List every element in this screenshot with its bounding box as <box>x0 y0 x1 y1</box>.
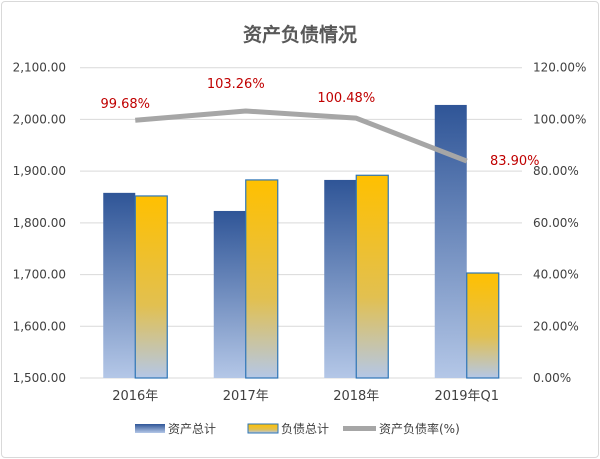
bar-assets <box>103 192 136 378</box>
right-axis-tick: 120.00% <box>533 61 586 75</box>
bar-liabilities <box>245 179 279 379</box>
data-label: 100.48% <box>317 91 375 106</box>
right-axis-tick: 20.00% <box>533 319 579 333</box>
right-axis-tick: 40.00% <box>533 268 579 282</box>
bar-assets <box>434 104 467 378</box>
category-label: 2018年 <box>333 389 379 404</box>
bar-assets <box>324 179 357 378</box>
left-axis-tick: 1,600.00 <box>13 319 66 333</box>
right-axis-tick: 0.00% <box>533 371 571 385</box>
data-label: 83.90% <box>490 154 540 169</box>
legend-label: 资产负债率(%) <box>379 421 460 436</box>
left-axis-tick: 1,800.00 <box>13 216 66 230</box>
left-axis-tick: 2,100.00 <box>13 61 66 75</box>
category-label: 2017年 <box>223 389 269 404</box>
legend-label: 负债总计 <box>281 422 329 436</box>
right-axis-tick: 80.00% <box>533 164 579 178</box>
left-axis-tick: 1,900.00 <box>13 164 66 178</box>
left-axis-tick: 1,700.00 <box>13 268 66 282</box>
data-label: 103.26% <box>207 77 265 92</box>
left-axis-tick: 1,500.00 <box>13 371 66 385</box>
bar-liabilities <box>466 272 500 379</box>
bar-liabilities <box>355 174 389 379</box>
data-label: 99.68% <box>100 97 150 112</box>
legend-label: 资产总计 <box>168 422 216 436</box>
legend-swatch <box>135 424 165 433</box>
debt-ratio-line <box>135 108 468 164</box>
bar-liabilities <box>134 195 168 379</box>
chart-title: 资产负债情况 <box>243 23 357 46</box>
bar-assets <box>213 210 246 378</box>
left-axis-tick: 2,000.00 <box>13 112 66 126</box>
right-axis-tick: 60.00% <box>533 216 579 230</box>
category-label: 2016年 <box>112 389 158 404</box>
legend-swatch <box>247 423 279 434</box>
right-axis-tick: 100.00% <box>533 112 586 126</box>
category-label: 2019年Q1 <box>434 389 499 404</box>
